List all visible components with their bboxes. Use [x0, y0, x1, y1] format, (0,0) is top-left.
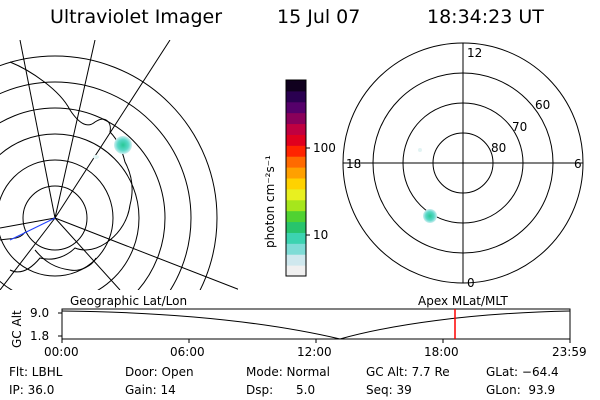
colorbar-segment	[286, 254, 306, 266]
colorbar-segment	[286, 188, 306, 201]
geo-lat-circle	[0, 81, 192, 290]
colorbar-segment	[286, 199, 306, 212]
colorbar-segment	[286, 243, 306, 255]
dsp-readout: Dsp: 5.0	[246, 383, 316, 397]
colorbar-unit-label: photon cm⁻²s⁻¹	[263, 155, 277, 248]
geo-auroral-emission	[114, 136, 132, 154]
filter-readout: Flt: LBHL	[9, 365, 63, 379]
gc-alt-readout: GC Alt: 7.7 Re	[366, 365, 450, 379]
geo-meridian	[54, 217, 121, 290]
geographic-label: Geographic Lat/Lon	[70, 294, 188, 308]
geo-meridian	[0, 217, 56, 229]
colorbar-segment	[286, 210, 306, 223]
coastline-detail	[34, 249, 97, 271]
altitude-plot	[58, 308, 571, 343]
apex-label: Apex MLat/MLT	[418, 294, 508, 308]
colorbar-segment	[286, 156, 306, 168]
magnetic-polar-plot	[342, 42, 584, 284]
instrument-title: Ultraviolet Imager	[50, 6, 223, 28]
xtick-0000: 00:00	[44, 345, 79, 359]
mag-auroral-emission	[423, 209, 437, 223]
colorbar-segment	[286, 221, 306, 233]
dayside-reference-line	[9, 217, 56, 241]
geo-faint-emission	[93, 155, 99, 159]
xtick-2359: 23:59	[552, 345, 587, 359]
xtick-0600: 06:00	[170, 345, 205, 359]
geo-lat-circle	[22, 185, 88, 251]
colorbar-segment	[286, 167, 306, 179]
colorbar-segment	[286, 123, 306, 135]
geo-lat-circle	[0, 55, 218, 290]
mlat-label-80: 80	[491, 141, 507, 155]
colorbar-segment	[286, 134, 306, 146]
altitude-ytick-9: 9.0	[30, 306, 50, 320]
date-label: 15 Jul 07	[277, 6, 361, 28]
seq-readout: Seq: 39	[366, 383, 412, 397]
geo-meridian	[54, 40, 96, 219]
glon-readout: GLon: 93.9	[486, 383, 556, 397]
glat-readout: GLat: −64.4	[486, 365, 559, 379]
colorbar	[286, 80, 306, 277]
xtick-1800: 18:00	[424, 345, 459, 359]
mode-readout: Mode: Normal	[246, 365, 330, 379]
mlat-label-70: 70	[512, 120, 528, 134]
geo-lat-circle	[0, 107, 166, 290]
gain-readout: Gain: 14	[125, 383, 176, 397]
mlt-label-0: 0	[467, 276, 475, 290]
colorbar-segment	[286, 101, 306, 114]
colorbar-tick-100: 100	[313, 141, 336, 155]
mlt-label-6: 6	[574, 157, 582, 171]
door-readout: Door: Open	[125, 365, 194, 379]
colorbar-tick-10: 10	[313, 228, 329, 242]
colorbar-segment	[286, 80, 306, 92]
time-label: 18:34:23 UT	[427, 6, 544, 28]
colorbar-segment	[286, 145, 306, 157]
mlt-label-12: 12	[467, 46, 483, 60]
altitude-ylabel: GC Alt	[10, 310, 24, 348]
colorbar-segment	[286, 232, 306, 244]
colorbar-frame	[285, 79, 307, 277]
mlat-label-60: 60	[535, 98, 551, 112]
geo-meridian	[54, 217, 238, 290]
colorbar-segment	[286, 112, 306, 125]
geo-meridian	[0, 217, 56, 290]
mag-faint-emission	[418, 148, 422, 152]
colorbar-segment	[286, 90, 306, 103]
xtick-1200: 12:00	[297, 345, 332, 359]
geo-meridian	[54, 40, 171, 219]
geographic-map	[0, 40, 238, 290]
mlt-label-18: 18	[346, 157, 362, 171]
geo-lat-circle	[0, 159, 114, 277]
geo-lat-circle	[0, 133, 140, 290]
ip-readout: IP: 36.0	[9, 383, 55, 397]
altitude-curve	[61, 310, 571, 340]
colorbar-segment	[286, 178, 306, 190]
altitude-ytick-1-8: 1.8	[30, 329, 50, 343]
colorbar-segment	[286, 265, 306, 277]
